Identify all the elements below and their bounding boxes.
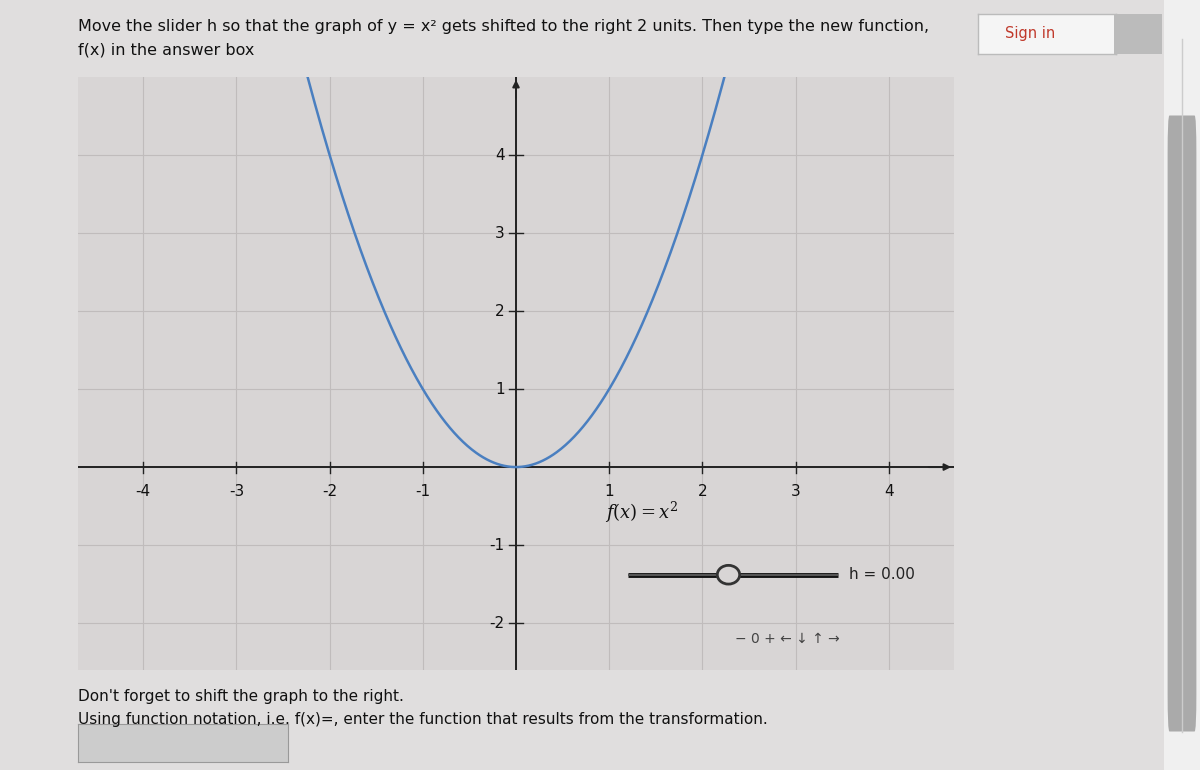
Text: -4: -4 xyxy=(136,484,151,499)
Text: -1: -1 xyxy=(490,537,505,553)
Text: -2: -2 xyxy=(322,484,337,499)
Text: 4: 4 xyxy=(496,148,505,162)
Text: − 0 + ← ↓ ↑ →: − 0 + ← ↓ ↑ → xyxy=(734,631,840,646)
Text: Don't forget to shift the graph to the right.: Don't forget to shift the graph to the r… xyxy=(78,689,404,704)
Text: Using function notation, i.e. f(x)=, enter the function that results from the tr: Using function notation, i.e. f(x)=, ent… xyxy=(78,712,768,727)
Text: 2: 2 xyxy=(697,484,707,499)
Text: 4: 4 xyxy=(884,484,894,499)
Text: h = 0.00: h = 0.00 xyxy=(848,567,914,582)
Text: 3: 3 xyxy=(496,226,505,240)
Text: Sign in: Sign in xyxy=(1006,26,1056,42)
Text: -1: -1 xyxy=(415,484,431,499)
Text: f(x) in the answer box: f(x) in the answer box xyxy=(78,42,254,57)
Text: 1: 1 xyxy=(605,484,614,499)
Text: 2: 2 xyxy=(496,303,505,319)
Text: $f(x) = x^2$: $f(x) = x^2$ xyxy=(605,500,678,525)
Circle shape xyxy=(718,565,739,584)
FancyBboxPatch shape xyxy=(1168,116,1196,732)
Text: 1: 1 xyxy=(496,382,505,397)
Text: -3: -3 xyxy=(229,484,244,499)
Text: -2: -2 xyxy=(490,615,505,631)
Text: Move the slider h so that the graph of y = x² gets shifted to the right 2 units.: Move the slider h so that the graph of y… xyxy=(78,19,929,34)
Text: 3: 3 xyxy=(791,484,800,499)
